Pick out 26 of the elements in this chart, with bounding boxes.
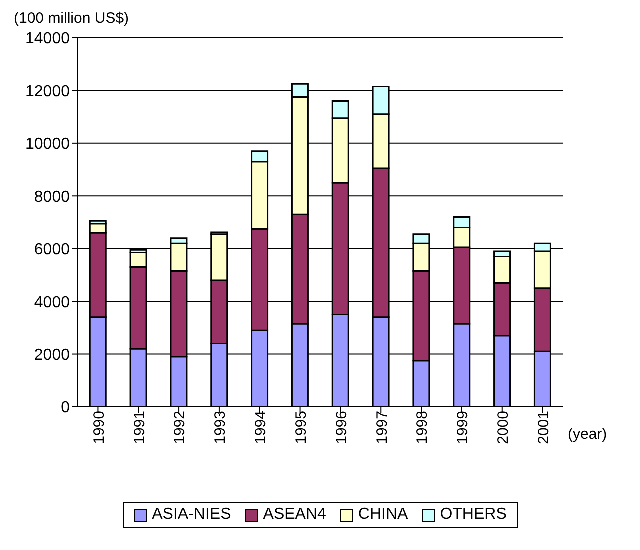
y-tick-label: 0 bbox=[61, 400, 70, 417]
y-tick-label: 14000 bbox=[26, 30, 70, 48]
y-tick-label: 12000 bbox=[26, 83, 70, 100]
x-tick-label: 1991 bbox=[131, 411, 148, 444]
legend-label: OTHERS bbox=[439, 506, 507, 524]
x-tick-label: 1995 bbox=[292, 411, 310, 444]
x-tick-label: 1993 bbox=[212, 411, 230, 444]
x-tick-label: 1999 bbox=[454, 411, 472, 444]
x-tick-label: 1992 bbox=[172, 411, 189, 444]
x-tick-label: 1994 bbox=[252, 411, 270, 444]
x-tick-label: 2000 bbox=[495, 411, 512, 444]
legend-label: ASIA-NIES bbox=[151, 506, 232, 524]
x-tick-label: 1997 bbox=[374, 411, 391, 444]
y-tick-label: 6000 bbox=[34, 242, 70, 259]
y-tick-label: 10000 bbox=[26, 136, 70, 154]
y-axis-title: (100 million US$) bbox=[14, 10, 130, 27]
legend-label: CHINA bbox=[357, 506, 408, 524]
x-axis-title: (year) bbox=[568, 426, 608, 443]
y-tick-label: 4000 bbox=[34, 294, 70, 312]
x-tick-label: 1998 bbox=[414, 411, 432, 444]
legend-label: ASEAN4 bbox=[262, 506, 326, 524]
x-tick-label: 2001 bbox=[535, 411, 552, 444]
y-tick-label: 2000 bbox=[34, 346, 70, 364]
x-tick-label: 1996 bbox=[333, 411, 350, 444]
y-tick-label: 8000 bbox=[34, 188, 70, 206]
x-tick-label: 1990 bbox=[90, 411, 108, 444]
